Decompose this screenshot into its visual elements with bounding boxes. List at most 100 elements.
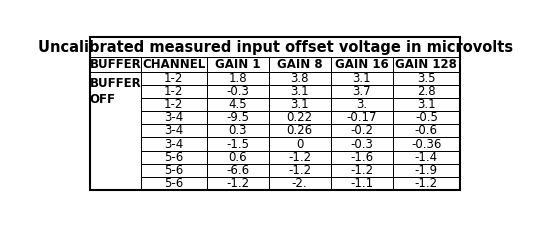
Text: 3.1: 3.1 [417,98,436,111]
Text: -1.2: -1.2 [288,151,311,164]
Text: -1.1: -1.1 [350,177,373,190]
Bar [207,137,268,151]
Bar [90,177,141,190]
Bar [331,177,393,190]
Text: 1-2: 1-2 [164,85,183,98]
Text: 4.5: 4.5 [228,98,247,111]
Bar [90,124,141,137]
Text: -0.5: -0.5 [415,111,438,124]
Bar [141,151,207,164]
Bar [268,177,331,190]
Bar [331,72,393,85]
Text: 3.1: 3.1 [291,85,309,98]
Bar [207,72,268,85]
Text: BUFFER: BUFFER [90,58,141,71]
Bar [207,124,268,137]
Text: -2.: -2. [292,177,308,190]
Text: 3-4: 3-4 [164,111,183,124]
Text: 3.7: 3.7 [352,85,371,98]
Bar [393,85,460,98]
Bar [331,98,393,111]
Bar [90,151,141,164]
Bar [141,164,207,177]
Text: 3-4: 3-4 [164,137,183,151]
Text: 3.1: 3.1 [352,72,371,85]
Bar [393,98,460,111]
Text: BUFFER
OFF: BUFFER OFF [90,77,141,106]
Bar [393,72,460,85]
Text: Uncalibrated measured input offset voltage in microvolts: Uncalibrated measured input offset volta… [38,40,513,55]
Text: 1-2: 1-2 [164,98,183,111]
Bar [393,57,460,72]
Bar [207,85,268,98]
Bar [268,111,331,124]
Bar [331,124,393,137]
Bar [141,111,207,124]
Text: -1.2: -1.2 [415,177,438,190]
Text: -1.9: -1.9 [415,164,438,177]
Bar [393,151,460,164]
Text: -1.5: -1.5 [226,137,249,151]
Bar [268,98,331,111]
Bar [90,37,460,57]
Text: -1.2: -1.2 [350,164,373,177]
Text: CHANNEL: CHANNEL [142,58,205,71]
Text: -0.17: -0.17 [346,111,377,124]
Bar [90,164,141,177]
Bar [141,85,207,98]
Bar [331,137,393,151]
Bar [90,85,141,98]
Text: 3.1: 3.1 [291,98,309,111]
Bar [393,164,460,177]
Bar [331,164,393,177]
Text: -6.6: -6.6 [226,164,249,177]
Bar [331,151,393,164]
Text: GAIN 128: GAIN 128 [395,58,458,71]
Bar [393,137,460,151]
Text: -0.2: -0.2 [350,124,373,137]
Text: -9.5: -9.5 [226,111,249,124]
Text: 5-6: 5-6 [164,177,183,190]
Bar [268,57,331,72]
Text: 0.22: 0.22 [287,111,313,124]
Text: 1.8: 1.8 [228,72,247,85]
Bar [268,137,331,151]
Bar [331,111,393,124]
Bar [207,177,268,190]
Bar [207,98,268,111]
Bar [90,57,141,72]
Text: 1-2: 1-2 [164,72,183,85]
Text: -1.6: -1.6 [350,151,373,164]
Bar [90,72,141,190]
Text: GAIN 8: GAIN 8 [277,58,322,71]
Bar [207,57,268,72]
Bar [268,151,331,164]
Bar [393,111,460,124]
Text: -0.36: -0.36 [411,137,441,151]
Bar [141,98,207,111]
Bar [207,164,268,177]
Bar [268,164,331,177]
Text: -1.2: -1.2 [226,177,249,190]
Bar [141,124,207,137]
Text: -1.2: -1.2 [288,164,311,177]
Bar [393,177,460,190]
Text: 3-4: 3-4 [164,124,183,137]
Bar [141,57,207,72]
Bar [141,137,207,151]
Text: -1.4: -1.4 [415,151,438,164]
Bar [141,177,207,190]
Text: 5-6: 5-6 [164,164,183,177]
Bar [268,85,331,98]
Bar [207,111,268,124]
Bar [268,124,331,137]
Bar [268,72,331,85]
Text: 5-6: 5-6 [164,151,183,164]
Bar [90,98,141,111]
Bar [141,72,207,85]
Text: 0.6: 0.6 [228,151,247,164]
Bar [393,124,460,137]
Bar [207,151,268,164]
Text: 3.5: 3.5 [417,72,436,85]
Text: GAIN 16: GAIN 16 [335,58,388,71]
